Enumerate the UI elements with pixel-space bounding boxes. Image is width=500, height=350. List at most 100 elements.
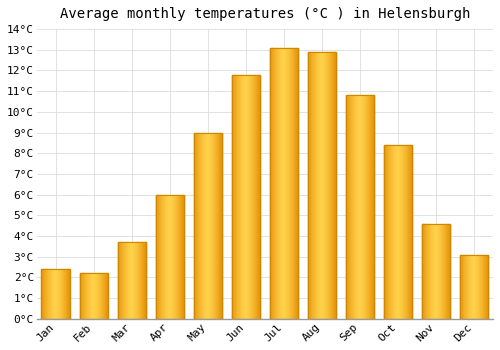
- Bar: [473, 255, 474, 319]
- Bar: [48, 269, 49, 319]
- Bar: [353, 95, 354, 319]
- Bar: [280, 48, 281, 319]
- Bar: [391, 145, 392, 319]
- Bar: [238, 75, 239, 319]
- Bar: [331, 52, 332, 319]
- Bar: [290, 48, 291, 319]
- Bar: [448, 224, 449, 319]
- Bar: [243, 75, 244, 319]
- Bar: [483, 255, 484, 319]
- Bar: [431, 224, 432, 319]
- Bar: [52, 269, 53, 319]
- Bar: [251, 75, 252, 319]
- Bar: [318, 52, 319, 319]
- Bar: [403, 145, 404, 319]
- Bar: [255, 75, 256, 319]
- Title: Average monthly temperatures (°C ) in Helensburgh: Average monthly temperatures (°C ) in He…: [60, 7, 470, 21]
- Bar: [160, 195, 162, 319]
- Bar: [49, 269, 50, 319]
- Bar: [233, 75, 234, 319]
- Bar: [56, 269, 57, 319]
- Bar: [134, 242, 136, 319]
- Bar: [141, 242, 142, 319]
- Bar: [217, 133, 218, 319]
- Bar: [481, 255, 482, 319]
- Bar: [240, 75, 242, 319]
- Bar: [96, 273, 97, 319]
- Bar: [474, 255, 475, 319]
- Bar: [273, 48, 274, 319]
- Bar: [140, 242, 141, 319]
- Bar: [272, 48, 273, 319]
- Bar: [407, 145, 408, 319]
- Bar: [475, 255, 476, 319]
- Bar: [63, 269, 64, 319]
- Bar: [200, 133, 201, 319]
- Bar: [394, 145, 395, 319]
- Bar: [46, 269, 47, 319]
- Bar: [106, 273, 107, 319]
- Bar: [324, 52, 325, 319]
- Bar: [83, 273, 84, 319]
- Bar: [308, 52, 309, 319]
- Bar: [130, 242, 132, 319]
- Bar: [392, 145, 393, 319]
- Bar: [388, 145, 389, 319]
- Bar: [60, 269, 61, 319]
- Bar: [433, 224, 434, 319]
- Bar: [328, 52, 329, 319]
- Bar: [123, 242, 124, 319]
- Bar: [467, 255, 468, 319]
- Bar: [91, 273, 92, 319]
- Bar: [270, 48, 271, 319]
- Bar: [370, 95, 371, 319]
- Bar: [387, 145, 388, 319]
- Bar: [484, 255, 485, 319]
- Bar: [384, 145, 412, 319]
- Bar: [469, 255, 470, 319]
- Bar: [277, 48, 278, 319]
- Bar: [213, 133, 214, 319]
- Bar: [270, 48, 298, 319]
- Bar: [354, 95, 355, 319]
- Bar: [460, 255, 488, 319]
- Bar: [426, 224, 427, 319]
- Bar: [398, 145, 399, 319]
- Bar: [105, 273, 106, 319]
- Bar: [180, 195, 182, 319]
- Bar: [164, 195, 166, 319]
- Bar: [139, 242, 140, 319]
- Bar: [171, 195, 172, 319]
- Bar: [479, 255, 480, 319]
- Bar: [444, 224, 445, 319]
- Bar: [235, 75, 236, 319]
- Bar: [275, 48, 276, 319]
- Bar: [198, 133, 199, 319]
- Bar: [47, 269, 48, 319]
- Bar: [107, 273, 108, 319]
- Bar: [205, 133, 206, 319]
- Bar: [316, 52, 317, 319]
- Bar: [120, 242, 121, 319]
- Bar: [432, 224, 433, 319]
- Bar: [42, 269, 70, 319]
- Bar: [138, 242, 139, 319]
- Bar: [395, 145, 396, 319]
- Bar: [438, 224, 439, 319]
- Bar: [127, 242, 128, 319]
- Bar: [256, 75, 257, 319]
- Bar: [442, 224, 443, 319]
- Bar: [240, 75, 241, 319]
- Bar: [68, 269, 69, 319]
- Bar: [45, 269, 46, 319]
- Bar: [170, 195, 171, 319]
- Bar: [443, 224, 444, 319]
- Bar: [57, 269, 58, 319]
- Bar: [204, 133, 205, 319]
- Bar: [95, 273, 96, 319]
- Bar: [296, 48, 297, 319]
- Bar: [362, 95, 363, 319]
- Bar: [285, 48, 286, 319]
- Bar: [276, 48, 277, 319]
- Bar: [258, 75, 259, 319]
